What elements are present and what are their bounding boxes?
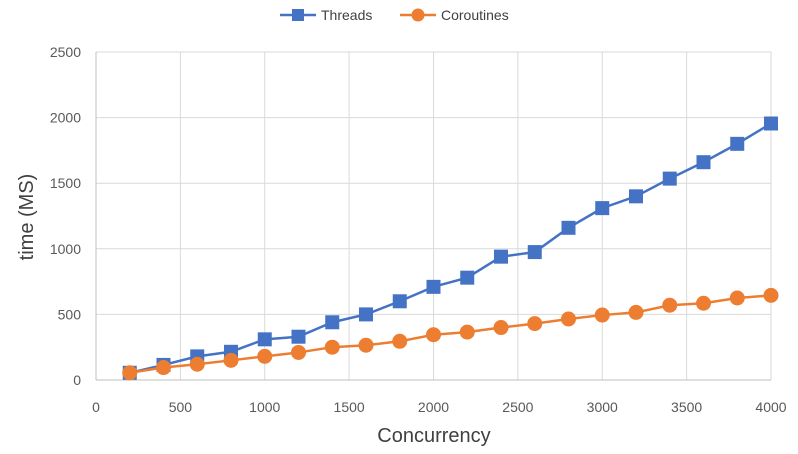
coroutines-point (594, 307, 610, 323)
legend-item-coroutines: Coroutines (400, 7, 509, 23)
y-tick-label: 1000 (50, 241, 81, 257)
threads-point (662, 171, 677, 186)
legend: Threads Coroutines (280, 7, 509, 23)
threads-point (494, 249, 508, 264)
x-tick-label: 2000 (418, 399, 449, 415)
y-tick-label: 2000 (50, 110, 81, 126)
threads-point (426, 279, 441, 294)
coroutines-point (189, 356, 205, 372)
y-tick-label: 0 (73, 372, 81, 388)
axes: 0 500 1000 1500 2000 2500 3000 3500 4000 0 500 1000… (50, 44, 787, 415)
legend-item-threads: Threads (280, 7, 372, 23)
threads-point (460, 270, 475, 285)
coroutines-point (426, 327, 441, 343)
threads-point (595, 201, 610, 216)
threads-point (764, 116, 778, 131)
coroutines-point (493, 320, 509, 336)
coroutines-point (392, 333, 408, 349)
coroutines-point (156, 360, 171, 376)
y-tick-label: 500 (58, 306, 82, 322)
x-axis-title: Concurrency (377, 425, 490, 447)
threads-point (561, 220, 576, 235)
legend-marker (411, 8, 425, 22)
y-tick-label: 1500 (50, 175, 81, 191)
x-tick-label: 3500 (671, 399, 702, 415)
coroutines-point (729, 290, 745, 306)
threads-series (122, 116, 778, 380)
coroutines-point (561, 311, 576, 327)
threads-point (730, 136, 745, 151)
coroutines-point (662, 297, 678, 313)
x-tick-label: 500 (169, 399, 193, 415)
threads-point (291, 329, 306, 344)
threads-point (527, 245, 542, 260)
coroutines-point (324, 339, 340, 355)
coroutines-point (257, 348, 273, 364)
threads-point (325, 315, 340, 330)
threads-point (257, 332, 272, 347)
x-tick-label: 4000 (755, 399, 786, 415)
x-tick-label: 0 (92, 399, 100, 415)
threads-point (359, 307, 373, 322)
coroutines-point (628, 304, 644, 320)
series-group (122, 116, 779, 381)
coroutines-point (122, 365, 138, 381)
coroutines-point (527, 316, 543, 332)
grid (96, 51, 772, 380)
coroutines-point (459, 324, 475, 340)
x-tick-label: 2500 (502, 399, 533, 415)
coroutines-point (696, 295, 711, 311)
x-tick-label: 1500 (334, 399, 365, 415)
legend-marker (292, 9, 304, 21)
y-tick-label: 2500 (50, 44, 81, 60)
threads-line (129, 122, 772, 374)
coroutines-point (223, 352, 239, 368)
y-axis-title: time (MS) (16, 174, 38, 261)
coroutines-point (291, 344, 306, 360)
threads-point (392, 294, 407, 309)
threads-point (696, 155, 711, 170)
legend-label: Coroutines (441, 7, 509, 23)
coroutines-point (763, 287, 779, 303)
coroutines-series (122, 287, 779, 381)
x-tick-label: 1000 (249, 399, 280, 415)
x-tick-label: 3000 (587, 399, 618, 415)
threads-point (629, 189, 643, 204)
coroutines-point (358, 337, 374, 353)
legend-label: Threads (321, 7, 372, 23)
